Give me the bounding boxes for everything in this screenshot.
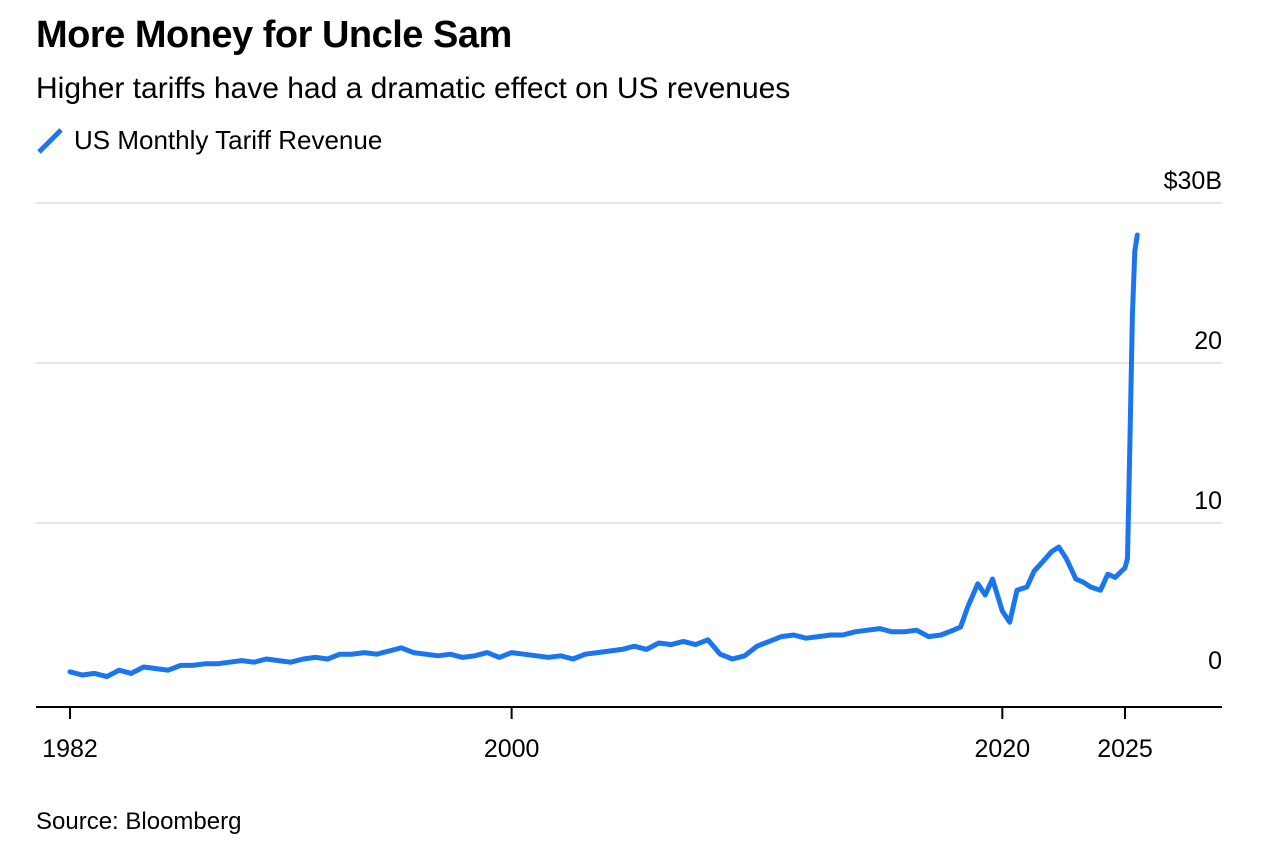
legend: US Monthly Tariff Revenue <box>36 125 382 156</box>
source-note: Source: Bloomberg <box>36 808 242 835</box>
y-tick-label: $30B <box>1164 167 1222 195</box>
series-line <box>67 232 1140 680</box>
y-tick-label: 10 <box>1194 487 1222 515</box>
x-tick-label: 1982 <box>42 735 98 763</box>
chart-subtitle: Higher tariffs have had a dramatic effec… <box>36 72 791 105</box>
x-tick-label: 2020 <box>975 735 1031 763</box>
legend-line-icon <box>37 127 63 154</box>
y-tick-label: 0 <box>1208 647 1222 675</box>
chart-title: More Money for Uncle Sam <box>36 14 512 56</box>
x-tick-label: 2025 <box>1097 735 1153 763</box>
legend-label: US Monthly Tariff Revenue <box>74 125 383 155</box>
line-chart: 0 10 20 $30B 1982 2000 2020 2025 <box>36 167 1222 763</box>
y-tick-label: 20 <box>1194 327 1222 355</box>
x-tick-label: 2000 <box>484 735 540 763</box>
